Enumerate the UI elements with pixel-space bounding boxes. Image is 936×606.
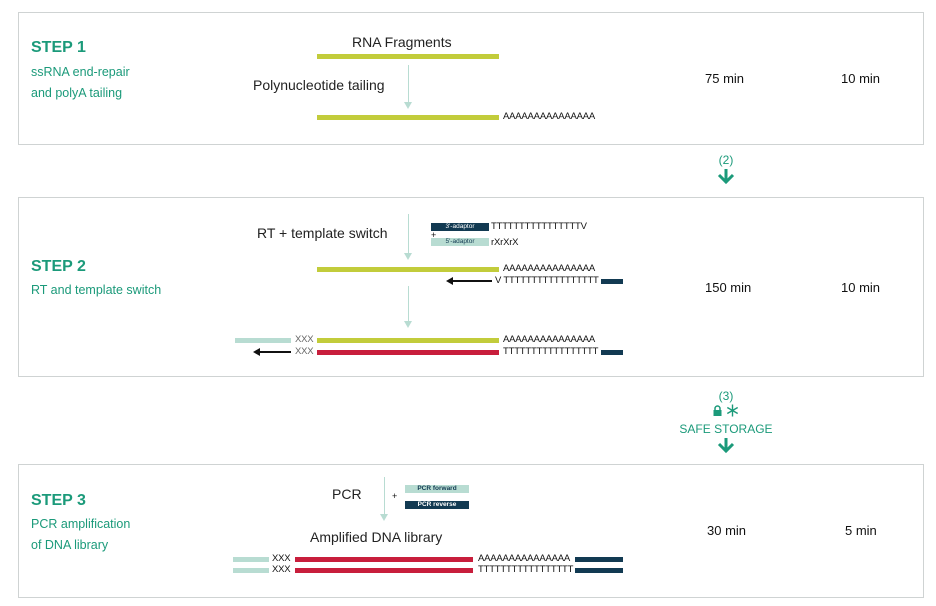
step1-desc-line1: ssRNA end-repair <box>31 65 130 79</box>
polyt-seq: TTTTTTTTTTTTTTTTT <box>503 346 599 357</box>
snowflake-icon <box>726 404 739 417</box>
step3-time-2: 5 min <box>845 523 877 538</box>
pcr-label: PCR <box>332 486 362 502</box>
rna-strand-2 <box>317 338 499 343</box>
step2-description: RT and template switch <box>31 283 162 297</box>
xxx-seq-2: XXX <box>295 346 314 357</box>
library-adaptor-right-1 <box>575 557 623 562</box>
rt-adaptor-end <box>601 279 623 284</box>
rt-template-switch-label: RT + template switch <box>257 225 388 241</box>
tailed-rna-strand <box>317 115 499 120</box>
step3-desc-line2: of DNA library <box>31 538 109 552</box>
transition-label-3: (3) <box>718 389 734 403</box>
five-prime-adaptor-seq: rXrXrX <box>491 237 519 248</box>
step1-desc-line2: and polyA tailing <box>31 86 123 100</box>
step1-panel: STEP 1 ssRNA end-repair and polyA tailin… <box>18 12 924 145</box>
process-arrow-icon <box>404 65 412 109</box>
plus-sign: + <box>431 230 437 240</box>
step2-time-2: 10 min <box>841 280 881 295</box>
down-arrow-icon <box>717 169 735 185</box>
library-adaptor-left-1 <box>233 557 269 562</box>
down-arrow-icon <box>717 438 735 454</box>
three-prime-adaptor-seq: TTTTTTTTTTTTTTTTV <box>491 221 587 232</box>
rna-fragments-label: RNA Fragments <box>352 34 452 50</box>
transition-label-2: (2) <box>718 153 734 167</box>
amplified-library-label: Amplified DNA library <box>310 529 443 545</box>
step3-time-1: 30 min <box>707 523 747 538</box>
process-arrow-icon <box>380 477 388 521</box>
xxx-seq-1: XXX <box>295 334 314 345</box>
step3-title: STEP 3 <box>31 492 86 509</box>
polya-tail-2: AAAAAAAAAAAAAAA <box>503 334 596 345</box>
rna-strand <box>317 267 499 272</box>
step2-panel: STEP 2 RT and template switch RT + templ… <box>18 197 924 377</box>
cdna-strand <box>317 350 499 355</box>
library-adaptor-right-2 <box>575 568 623 573</box>
polya-tail: AAAAAAAAAAAAAAA <box>478 553 571 564</box>
step1-description: ssRNA end-repair and polyA tailing <box>31 62 130 104</box>
plus-sign: + <box>392 491 398 501</box>
polya-tail: AAAAAAAAAAAAAAA <box>503 263 596 274</box>
xxx-seq-1: XXX <box>272 553 291 564</box>
step3-description: PCR amplification of DNA library <box>31 514 130 556</box>
pcr-forward-primer: PCR forward <box>405 485 469 493</box>
template-switch-oligo <box>235 338 291 343</box>
rt-primer-seq: V TTTTTTTTTTTTTTTTT <box>495 275 599 286</box>
xxx-seq-2: XXX <box>272 564 291 575</box>
step3-panel: STEP 3 PCR amplification of DNA library … <box>18 464 924 598</box>
lock-icon <box>713 405 722 416</box>
library-strand-1 <box>295 557 473 562</box>
library-adaptor-left-2 <box>233 568 269 573</box>
polyt-seq: TTTTTTTTTTTTTTTTT <box>478 564 574 575</box>
polya-tail: AAAAAAAAAAAAAAA <box>503 111 596 122</box>
step2-time-1: 150 min <box>705 280 752 295</box>
step2-title: STEP 2 <box>31 258 86 275</box>
step3-desc-line1: PCR amplification <box>31 517 131 531</box>
safe-storage-label: SAFE STORAGE <box>679 422 773 436</box>
process-arrow-icon <box>404 214 412 260</box>
cdna-adaptor-end <box>601 350 623 355</box>
five-prime-adaptor: 5'-adaptor <box>431 238 489 246</box>
pcr-reverse-primer: PCR reverse <box>405 501 469 509</box>
cdna-direction-arrow <box>253 348 291 356</box>
rt-direction-arrow <box>446 277 492 285</box>
three-prime-adaptor: 3'-adaptor <box>431 223 489 231</box>
step1-time-1: 75 min <box>705 71 745 86</box>
library-strand-2 <box>295 568 473 573</box>
step1-title: STEP 1 <box>31 39 86 56</box>
rna-fragment-strand <box>317 54 499 59</box>
polynucleotide-tailing-label: Polynucleotide tailing <box>253 77 385 93</box>
process-arrow-icon <box>404 286 412 328</box>
step1-time-2: 10 min <box>841 71 881 86</box>
